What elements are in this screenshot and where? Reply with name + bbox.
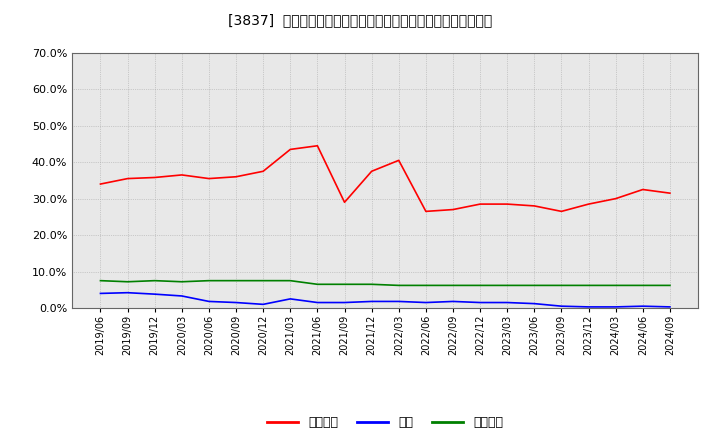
在庫: [96, 291, 105, 296]
売上債権: [639, 187, 647, 192]
売上債権: [313, 143, 322, 148]
買入債務: [421, 283, 430, 288]
売上債権: [367, 169, 376, 174]
売上債権: [476, 202, 485, 207]
在庫: [259, 302, 268, 307]
在庫: [421, 300, 430, 305]
在庫: [476, 300, 485, 305]
買入債務: [96, 278, 105, 283]
売上債権: [557, 209, 566, 214]
在庫: [557, 304, 566, 309]
買入債務: [611, 283, 620, 288]
買入債務: [476, 283, 485, 288]
売上債権: [204, 176, 213, 181]
Legend: 売上債権, 在庫, 買入債務: 売上債権, 在庫, 買入債務: [262, 411, 508, 434]
売上債権: [611, 196, 620, 201]
売上債権: [665, 191, 674, 196]
Line: 売上債権: 売上債権: [101, 146, 670, 211]
買入債務: [150, 278, 159, 283]
売上債権: [259, 169, 268, 174]
在庫: [665, 304, 674, 310]
在庫: [503, 300, 511, 305]
Line: 買入債務: 買入債務: [101, 281, 670, 286]
買入債務: [557, 283, 566, 288]
買入債務: [259, 278, 268, 283]
売上債権: [341, 200, 349, 205]
売上債権: [96, 181, 105, 187]
買入債務: [286, 278, 294, 283]
買入債務: [665, 283, 674, 288]
買入債務: [584, 283, 593, 288]
在庫: [449, 299, 457, 304]
在庫: [313, 300, 322, 305]
Line: 在庫: 在庫: [101, 293, 670, 307]
買入債務: [341, 282, 349, 287]
買入債務: [204, 278, 213, 283]
買入債務: [178, 279, 186, 284]
在庫: [123, 290, 132, 295]
売上債権: [178, 172, 186, 178]
売上債権: [503, 202, 511, 207]
売上債権: [530, 203, 539, 209]
売上債権: [395, 158, 403, 163]
在庫: [395, 299, 403, 304]
在庫: [232, 300, 240, 305]
買入債務: [395, 283, 403, 288]
売上債権: [150, 175, 159, 180]
在庫: [286, 296, 294, 301]
買入債務: [639, 283, 647, 288]
在庫: [150, 292, 159, 297]
在庫: [530, 301, 539, 306]
在庫: [178, 293, 186, 299]
買入債務: [503, 283, 511, 288]
買入債務: [123, 279, 132, 284]
売上債権: [232, 174, 240, 180]
在庫: [611, 304, 620, 310]
買入債務: [232, 278, 240, 283]
売上債権: [421, 209, 430, 214]
在庫: [367, 299, 376, 304]
売上債権: [449, 207, 457, 212]
買入債務: [449, 283, 457, 288]
売上債権: [123, 176, 132, 181]
在庫: [584, 304, 593, 310]
在庫: [341, 300, 349, 305]
買入債務: [530, 283, 539, 288]
在庫: [204, 299, 213, 304]
在庫: [639, 304, 647, 309]
Text: [3837]  売上債権、在庫、買入債務の総資産に対する比率の推移: [3837] 売上債権、在庫、買入債務の総資産に対する比率の推移: [228, 13, 492, 27]
売上債権: [584, 202, 593, 207]
買入債務: [367, 282, 376, 287]
買入債務: [313, 282, 322, 287]
売上債権: [286, 147, 294, 152]
